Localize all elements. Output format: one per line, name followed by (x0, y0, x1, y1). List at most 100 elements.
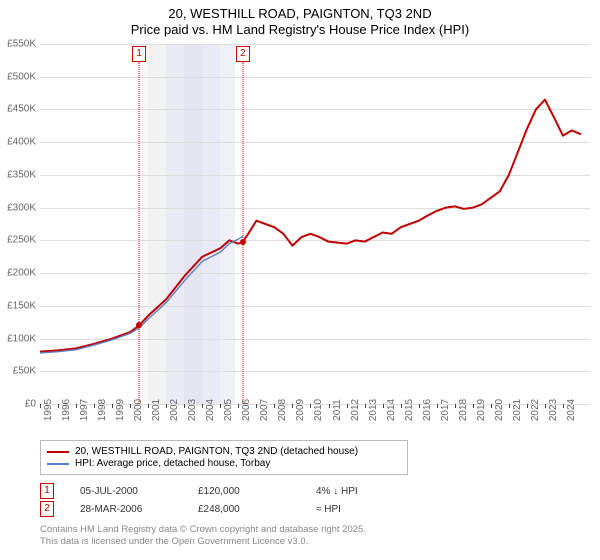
x-tick-label: 2017 (440, 399, 451, 421)
legend: 20, WESTHILL ROAD, PAIGNTON, TQ3 2ND (de… (40, 440, 408, 475)
x-tick (256, 404, 257, 408)
x-tick (112, 404, 113, 408)
x-tick (401, 404, 402, 408)
sale-diff: 4% ↓ HPI (316, 486, 416, 497)
x-tick-label: 1997 (79, 399, 90, 421)
y-tick-label: £300K (2, 202, 36, 213)
x-tick (238, 404, 239, 408)
x-tick (329, 404, 330, 408)
x-tick (437, 404, 438, 408)
y-tick-label: £550K (2, 39, 36, 50)
legend-item: 20, WESTHILL ROAD, PAIGNTON, TQ3 2ND (de… (47, 446, 401, 457)
sale-marker-box: 1 (132, 46, 146, 62)
x-tick-label: 2022 (530, 399, 541, 421)
x-tick-label: 2015 (404, 399, 415, 421)
x-tick-label: 2005 (223, 399, 234, 421)
x-tick-label: 2024 (566, 399, 577, 421)
title-line2: Price paid vs. HM Land Registry's House … (0, 22, 600, 38)
y-tick-label: £200K (2, 268, 36, 279)
legend-swatch (47, 463, 69, 465)
x-tick (292, 404, 293, 408)
x-tick-label: 1999 (115, 399, 126, 421)
x-tick-label: 2019 (476, 399, 487, 421)
x-tick-label: 2009 (295, 399, 306, 421)
x-tick-label: 2023 (548, 399, 559, 421)
sale-dot-icon (240, 239, 246, 245)
x-tick (166, 404, 167, 408)
x-tick (148, 404, 149, 408)
y-tick-label: £450K (2, 104, 36, 115)
x-tick-label: 2007 (259, 399, 270, 421)
legend-label: HPI: Average price, detached house, Torb… (75, 458, 270, 469)
x-tick-label: 2021 (512, 399, 523, 421)
y-tick-label: £500K (2, 71, 36, 82)
y-tick-label: £150K (2, 300, 36, 311)
x-tick-label: 2011 (332, 399, 343, 421)
sale-vline (242, 62, 243, 404)
x-tick-label: 2016 (422, 399, 433, 421)
x-tick (545, 404, 546, 408)
sale-price: £248,000 (198, 504, 316, 515)
x-tick (184, 404, 185, 408)
sale-marker-icon: 2 (40, 501, 54, 517)
x-tick-label: 2018 (458, 399, 469, 421)
legend-swatch (47, 451, 69, 453)
x-tick-label: 2004 (205, 399, 216, 421)
chart-lines (40, 44, 590, 404)
y-tick-label: £350K (2, 169, 36, 180)
x-tick-label: 2014 (386, 399, 397, 421)
sale-marker-box: 2 (236, 46, 250, 62)
sale-vline (139, 62, 140, 404)
y-tick-label: £0 (2, 399, 36, 410)
x-tick-label: 2013 (368, 399, 379, 421)
x-tick-label: 1995 (43, 399, 54, 421)
sale-marker-icon: 1 (40, 483, 54, 499)
y-tick-label: £400K (2, 137, 36, 148)
chart-title-block: 20, WESTHILL ROAD, PAIGNTON, TQ3 2ND Pri… (0, 0, 600, 39)
footer-line1: Contains HM Land Registry data © Crown c… (40, 524, 366, 536)
series-line (40, 100, 581, 352)
sale-date: 05-JUL-2000 (80, 486, 198, 497)
x-tick (419, 404, 420, 408)
x-tick-label: 2003 (187, 399, 198, 421)
y-tick-label: £50K (2, 366, 36, 377)
x-tick (130, 404, 131, 408)
x-tick-label: 1998 (97, 399, 108, 421)
x-tick (220, 404, 221, 408)
x-tick (563, 404, 564, 408)
sale-dot-icon (136, 322, 142, 328)
sale-diff: ≈ HPI (316, 504, 416, 515)
x-tick-label: 2010 (313, 399, 324, 421)
x-tick (455, 404, 456, 408)
x-tick (310, 404, 311, 408)
x-tick-label: 2008 (277, 399, 288, 421)
legend-label: 20, WESTHILL ROAD, PAIGNTON, TQ3 2ND (de… (75, 446, 358, 457)
series-line (40, 236, 243, 353)
x-tick (58, 404, 59, 408)
legend-item: HPI: Average price, detached house, Torb… (47, 458, 401, 469)
x-tick (509, 404, 510, 408)
x-tick (527, 404, 528, 408)
y-tick-label: £250K (2, 235, 36, 246)
x-tick-label: 2002 (169, 399, 180, 421)
x-tick (383, 404, 384, 408)
sale-price: £120,000 (198, 486, 316, 497)
x-tick-label: 2012 (350, 399, 361, 421)
x-tick (347, 404, 348, 408)
y-tick-label: £100K (2, 333, 36, 344)
x-tick-label: 2001 (151, 399, 162, 421)
table-row: 2 28-MAR-2006 £248,000 ≈ HPI (40, 500, 416, 518)
chart: £0£50K£100K£150K£200K£250K£300K£350K£400… (40, 44, 590, 404)
footer-line2: This data is licensed under the Open Gov… (40, 536, 366, 548)
x-tick (76, 404, 77, 408)
x-tick-label: 2020 (494, 399, 505, 421)
plot-area: £0£50K£100K£150K£200K£250K£300K£350K£400… (40, 44, 590, 405)
title-line1: 20, WESTHILL ROAD, PAIGNTON, TQ3 2ND (0, 6, 600, 22)
table-row: 1 05-JUL-2000 £120,000 4% ↓ HPI (40, 482, 416, 500)
x-tick-label: 1996 (61, 399, 72, 421)
x-tick (40, 404, 41, 408)
x-tick (202, 404, 203, 408)
x-tick (94, 404, 95, 408)
footer: Contains HM Land Registry data © Crown c… (40, 524, 366, 549)
sales-table: 1 05-JUL-2000 £120,000 4% ↓ HPI 2 28-MAR… (40, 482, 416, 518)
